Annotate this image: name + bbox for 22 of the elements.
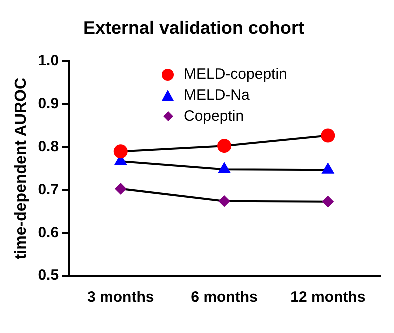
point [218,163,230,174]
legend-label: Copeptin [184,108,244,125]
y-tick-label: 0.7 [38,181,60,198]
point [322,196,334,208]
y-tick-label: 0.5 [38,267,60,284]
x-tick-label: 6 months [191,289,258,306]
y-tick-label: 1.0 [38,52,60,70]
point [218,139,232,154]
y-axis-title: time-dependent AUROC [13,78,30,260]
point [321,128,336,143]
point [219,196,230,207]
x-tick-label: 12 months [290,289,366,306]
y-tick-label: 0.8 [38,138,60,156]
y-tick-label: 0.6 [38,224,60,242]
point [115,183,126,194]
point [114,144,128,159]
legend-label: MELD-Na [184,87,250,104]
chart-title: External validation cohort [83,18,305,38]
x-tick-label: 3 months [88,289,154,306]
point [322,164,334,174]
legend-label: MELD-copeptin [184,66,288,83]
y-tick-label: 0.9 [38,96,60,113]
